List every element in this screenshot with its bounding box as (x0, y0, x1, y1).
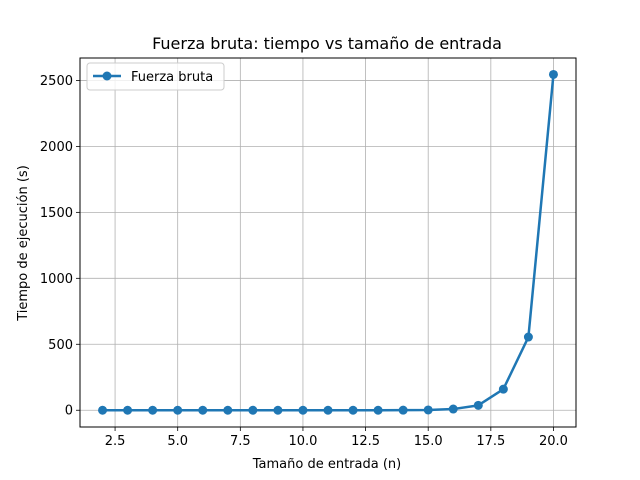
data-point (323, 405, 333, 415)
y-tick-label: 2000 (40, 140, 73, 155)
data-point (123, 405, 133, 415)
data-point (348, 405, 358, 415)
data-point (448, 404, 458, 414)
legend-box (86, 62, 225, 91)
x-tick-label: 2.5 (105, 434, 126, 449)
x-axis: 2.5 5.0 7.5 10.0 12.5 15.0 17.5 20.0 (105, 427, 568, 449)
x-tick-label: 5.0 (167, 434, 188, 449)
data-point (248, 405, 258, 415)
series-layer (98, 69, 558, 415)
x-tick-label: 10.0 (288, 434, 317, 449)
data-point (298, 405, 308, 415)
data-point (98, 405, 108, 415)
legend: Fuerza bruta (86, 62, 225, 91)
data-point (498, 384, 508, 394)
data-point (373, 405, 383, 415)
chart-title: Fuerza bruta: tiempo vs tamaño de entrad… (152, 34, 502, 53)
y-tick-label: 0 (65, 404, 73, 419)
x-tick-label: 7.5 (230, 434, 251, 449)
data-point (398, 405, 408, 415)
data-point (198, 405, 208, 415)
data-point (173, 405, 183, 415)
x-tick-label: 12.5 (351, 434, 380, 449)
legend-label: Fuerza bruta (131, 70, 213, 85)
data-point (523, 332, 533, 342)
data-point (223, 405, 233, 415)
x-tick-label: 17.5 (476, 434, 505, 449)
y-tick-label: 1500 (40, 206, 73, 221)
y-axis-title: Tiempo de ejecución (s) (16, 165, 31, 322)
x-axis-title: Tamaño de entrada (n) (252, 457, 401, 472)
data-point (548, 69, 558, 79)
plot-frame (79, 57, 577, 428)
y-tick-label: 2500 (40, 74, 73, 89)
data-point (273, 405, 283, 415)
data-point (423, 405, 433, 415)
legend-marker (102, 71, 112, 81)
y-axis: 0 500 1000 1500 2000 2500 (40, 74, 80, 419)
x-tick-label: 20.0 (539, 434, 568, 449)
data-point (473, 400, 483, 410)
y-tick-label: 500 (48, 338, 73, 353)
x-tick-label: 15.0 (414, 434, 443, 449)
data-point (148, 405, 158, 415)
y-tick-label: 1000 (40, 272, 73, 287)
